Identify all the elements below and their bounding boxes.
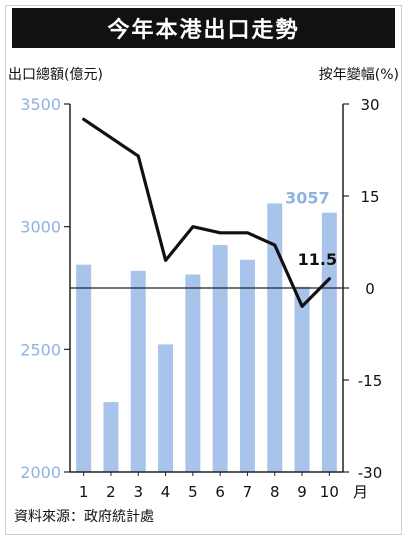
- left-tick-label: 3500: [20, 95, 61, 114]
- chart-title: 今年本港出口走勢: [12, 8, 395, 48]
- bar-month-9: [294, 286, 310, 472]
- left-tick-label: 2500: [20, 340, 61, 359]
- right-tick-label: 15: [360, 188, 379, 206]
- right-tick-label: 0: [365, 280, 375, 298]
- right-tick-label: -15: [358, 372, 383, 390]
- bar-month-4: [158, 344, 174, 472]
- x-tick-label: 8: [270, 483, 280, 501]
- bar-month-1: [76, 264, 92, 472]
- bar-month-8: [267, 203, 283, 473]
- x-unit-label: 月: [353, 483, 368, 501]
- bar-month-6: [212, 245, 228, 472]
- bar-month-2: [103, 402, 119, 472]
- right-tick-label: 30: [360, 96, 379, 114]
- x-tick-label: 7: [243, 483, 253, 501]
- x-tick-label: 3: [133, 483, 143, 501]
- x-tick-label: 10: [320, 483, 339, 501]
- right-axis-title: 按年變幅(%): [319, 67, 399, 83]
- left-tick-label: 3000: [20, 218, 61, 237]
- x-tick-label: 4: [161, 483, 171, 501]
- bar-value-label: 3057: [285, 189, 330, 208]
- x-tick-label: 1: [79, 483, 89, 501]
- bar-month-5: [185, 274, 201, 472]
- bar-month-3: [130, 270, 146, 472]
- bar-month-10: [321, 212, 337, 472]
- line-value-label: 11.5: [298, 250, 337, 269]
- x-tick-label: 2: [106, 483, 116, 501]
- source-note: 資料來源：政府統計處: [14, 509, 154, 525]
- x-tick-label: 5: [188, 483, 198, 501]
- yoy-change-line: [82, 117, 331, 308]
- x-tick-label: 6: [215, 483, 225, 501]
- x-tick-label: 9: [297, 483, 307, 501]
- left-axis-title: 出口總額(億元): [8, 66, 103, 83]
- left-tick-label: 2000: [20, 463, 61, 482]
- right-tick-label: -30: [358, 464, 383, 482]
- bar-month-7: [239, 259, 255, 472]
